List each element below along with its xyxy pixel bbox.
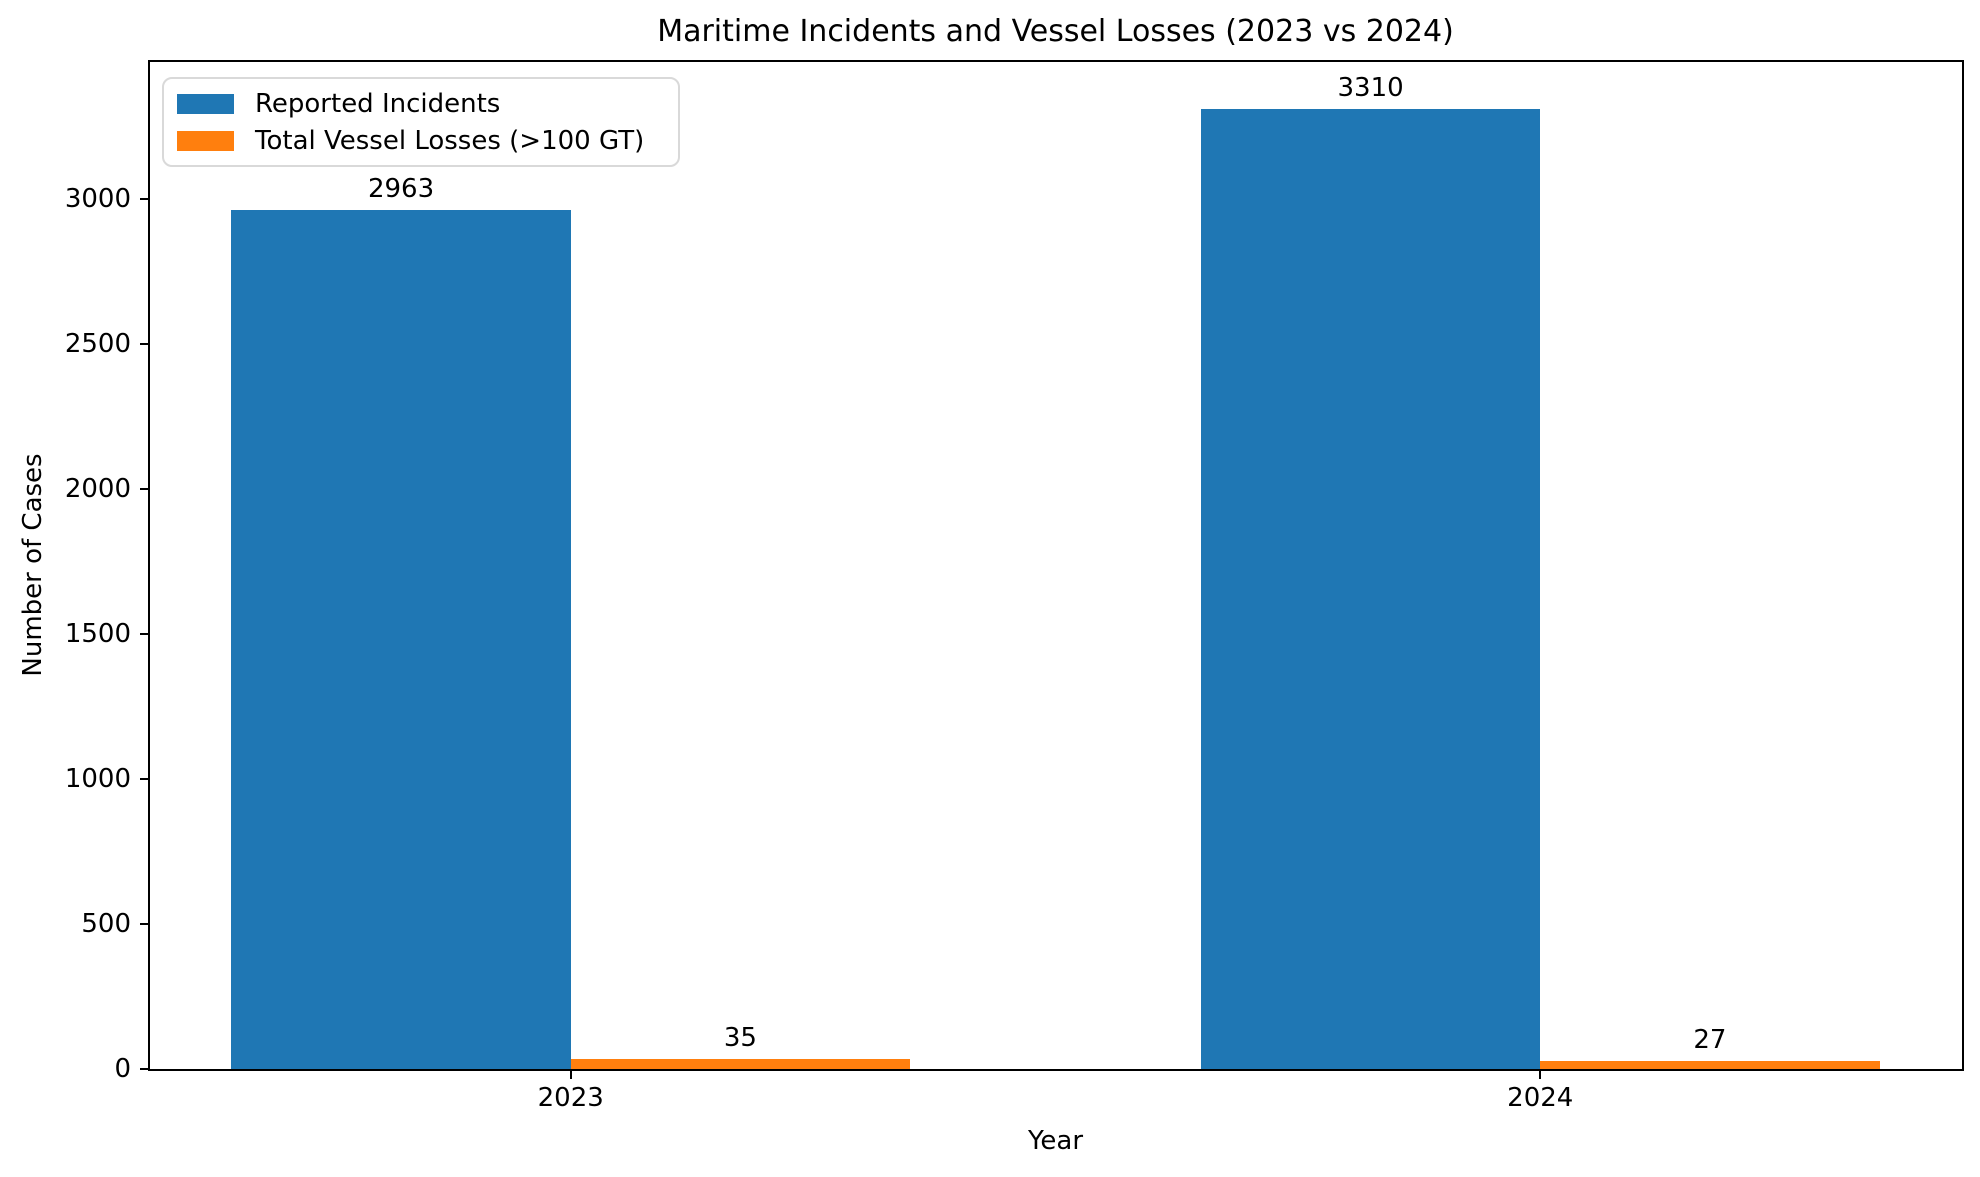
bar-reported-incidents-2024 (1200, 109, 1541, 1069)
bar-value-label-total-vessel-losses-100-gt-2023: 35 (723, 1022, 757, 1053)
legend-item-reported-incidents: Reported Incidents (177, 85, 665, 122)
y-tick-mark (140, 342, 149, 345)
x-tick-mark (569, 1070, 572, 1079)
y-tick-mark (140, 487, 149, 490)
bar-value-label-reported-incidents-2023: 2963 (367, 173, 435, 204)
y-tick-label: 1000 (64, 763, 131, 794)
y-tick-label: 3000 (64, 183, 131, 214)
y-tick-label: 1500 (64, 618, 131, 649)
bar-total-vessel-losses-100-gt-2023 (570, 1058, 911, 1069)
legend-swatch-reported-incidents (177, 93, 234, 114)
bar-value-label-total-vessel-losses-100-gt-2024: 27 (1693, 1025, 1727, 1056)
y-tick-label: 2000 (64, 473, 131, 504)
y-tick-mark (140, 1068, 149, 1070)
y-tick-label: 2500 (64, 328, 131, 359)
y-tick-label: 0 (114, 1054, 131, 1084)
x-axis-label: Year (1027, 1126, 1084, 1156)
x-tick-label: 2024 (1507, 1083, 1574, 1113)
y-tick-mark (140, 197, 149, 200)
bar-reported-incidents-2023 (231, 209, 571, 1069)
y-tick-mark (140, 777, 149, 780)
legend: Reported Incidents Total Vessel Losses (… (162, 77, 680, 167)
legend-swatch-vessel-losses (177, 130, 234, 151)
legend-label-reported-incidents: Reported Incidents (255, 88, 501, 119)
legend-label-vessel-losses: Total Vessel Losses (>100 GT) (255, 125, 645, 156)
x-tick-label: 2023 (537, 1083, 604, 1113)
x-tick-mark (1539, 1070, 1542, 1079)
chart-title: Maritime Incidents and Vessel Losses (20… (657, 14, 1454, 49)
y-tick-mark (140, 922, 149, 925)
bar-total-vessel-losses-100-gt-2024 (1540, 1061, 1880, 1069)
bar-value-label-reported-incidents-2024: 3310 (1337, 73, 1404, 103)
y-tick-mark (140, 632, 149, 635)
y-tick-label: 500 (81, 908, 131, 939)
legend-item-vessel-losses: Total Vessel Losses (>100 GT) (177, 122, 665, 159)
